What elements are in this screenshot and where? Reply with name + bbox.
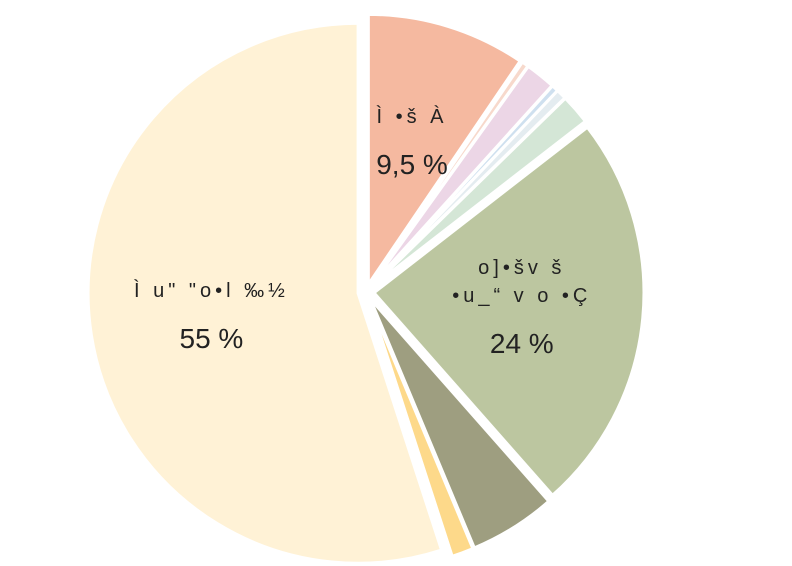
pie-slice — [366, 12, 523, 290]
category-label: o]•šv š •u_“ v o •Ç — [452, 256, 592, 307]
pie-slice — [370, 96, 588, 288]
slice-label: Ì u" "o•l ‰½ 55 % — [134, 277, 289, 355]
pie-slice — [367, 298, 475, 559]
pie-slice — [371, 125, 646, 498]
pie-slice — [368, 297, 551, 550]
slice-label: Ì •š À 9,5 % — [376, 103, 448, 181]
category-label: Ì u" "o•l ‰½ — [134, 280, 289, 303]
category-label: Ì •š À — [376, 106, 448, 129]
value-label: 55 % — [179, 323, 244, 355]
value-label: 24 % — [489, 327, 554, 359]
value-label: 9,5 % — [376, 149, 448, 181]
pie-slice — [86, 21, 444, 565]
slice-label: o]•šv š •u_“ v o •Ç 24 % — [452, 254, 591, 360]
